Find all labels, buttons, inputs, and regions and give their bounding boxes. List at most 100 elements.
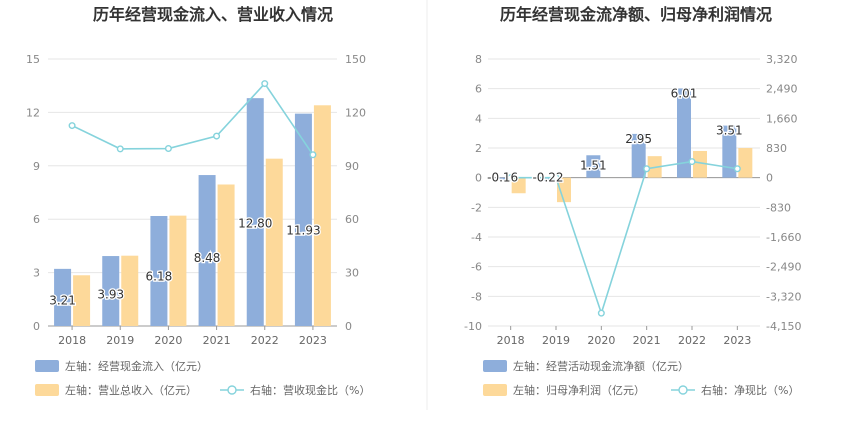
bar-secondary [738,148,753,178]
left-axis-tick-label: 0 [33,320,40,333]
bar-data-label: 8.48 [194,251,221,265]
left-axis-tick-label: 15 [26,53,40,66]
right-axis-tick-label: -1,660 [766,231,801,244]
bar-primary [722,125,737,178]
bar-secondary [121,255,139,326]
right-axis-tick-label: 2,490 [766,83,798,96]
right-axis-tick-label: 3,320 [766,53,798,66]
right-axis-tick-label: 120 [345,106,366,119]
right-axis-tick-label: 1,660 [766,112,798,125]
left-axis-tick-label: -4 [471,231,482,244]
x-axis-tick-label: 2019 [542,334,570,347]
left-axis-tick-label: 9 [33,160,40,173]
left-axis-tick-label: 12 [26,106,40,119]
bar-secondary [557,177,571,203]
right-axis-tick-label: -4,150 [766,320,801,333]
x-axis-tick-label: 2018 [497,334,525,347]
x-axis-tick-label: 2020 [154,334,182,347]
x-axis-tick-label: 2021 [203,334,231,347]
bar-primary [541,177,555,181]
x-axis-tick-label: 2022 [678,334,706,347]
ratio-point [733,165,741,173]
ratio-point [507,174,515,182]
right-axis-tick-label: 0 [766,172,773,185]
bar-primary [495,177,510,181]
bar-data-label: 3.93 [97,288,124,302]
right-axis-tick-label: 60 [345,213,359,226]
bar-data-label: 6.18 [146,269,173,283]
bar-primary [102,256,120,326]
left-axis-tick-label: 6 [33,213,40,226]
legend-swatch [483,384,507,396]
bar-secondary [313,105,331,326]
bar-data-label: -0.22 [532,171,563,185]
right-axis-tick-label: 30 [345,267,359,280]
bar-secondary [693,150,707,178]
right-axis-tick-label: 0 [345,320,352,333]
bar-secondary [73,275,91,326]
x-axis-tick-label: 2018 [58,334,86,347]
legend-label: 右轴：净现比（%） [701,383,799,397]
chart-title: 历年经营现金流入、营业收入情况 [93,5,333,24]
legend-label: 左轴：经营现金流入（亿元） [65,359,208,373]
bar-secondary [511,177,526,194]
bar-data-label: 1.51 [580,159,607,173]
left-axis-tick-label: -2 [471,201,482,214]
bar-primary [677,88,691,178]
right-axis-tick-label: 90 [345,160,359,173]
bar-primary [246,98,264,326]
right-axis-tick-label: 830 [766,142,787,155]
ratio-point [68,122,76,130]
ratio-point [164,145,172,153]
bar-secondary [169,215,187,326]
bar-primary [631,133,646,178]
bar-data-label: 3.51 [716,124,743,138]
right-axis-tick-label: -3,320 [766,290,801,303]
ratio-point [261,80,269,88]
bar-data-label: -0.16 [487,171,518,185]
left-axis-tick-label: 4 [475,112,482,125]
ratio-point [597,309,605,317]
ratio-point [309,151,317,159]
ratio-line [71,82,314,156]
x-axis-tick-label: 2021 [633,334,661,347]
x-axis-tick-label: 2022 [251,334,279,347]
ratio-point [688,158,696,166]
legend-swatch [35,360,59,372]
bar-primary [586,155,601,178]
bar-data-label: 11.93 [286,223,320,237]
bar-data-label: 6.01 [671,87,698,101]
bar-primary [54,268,72,326]
ratio-point [213,132,221,140]
x-axis-tick-label: 2023 [299,334,327,347]
left-axis-tick-label: -8 [471,290,482,303]
bar-primary [198,175,216,326]
ratio-point [116,145,124,153]
legend-swatch-marker [227,385,237,395]
legend-swatch [35,384,59,396]
x-axis-tick-label: 2020 [587,334,615,347]
legend-swatch-marker [678,385,688,395]
chart-title: 历年经营现金流净额、归母净利润情况 [500,5,772,24]
legend-swatch [483,360,507,372]
ratio-line [510,160,738,316]
x-axis-tick-label: 2019 [106,334,134,347]
ratio-point [643,165,651,173]
bar-primary [294,113,312,326]
bar-data-label: 12.80 [238,216,272,230]
left-axis-tick-label: -10 [464,320,482,333]
legend-label: 左轴：归母净利润（亿元） [513,383,645,397]
bar-primary [150,215,168,326]
bar-secondary [265,158,283,326]
bar-data-label: 2.95 [625,132,652,146]
right-axis-tick-label: -830 [766,201,791,214]
left-axis-tick-label: 0 [475,172,482,185]
right-axis-tick-label: -2,490 [766,261,801,274]
left-axis-tick-label: 2 [475,142,482,155]
left-axis-tick-label: 8 [475,53,482,66]
left-axis-tick-label: 6 [475,83,482,96]
left-axis-tick-label: 3 [33,267,40,280]
x-axis-tick-label: 2023 [723,334,751,347]
legend-label: 左轴：经营活动现金流净额（亿元） [513,359,689,373]
